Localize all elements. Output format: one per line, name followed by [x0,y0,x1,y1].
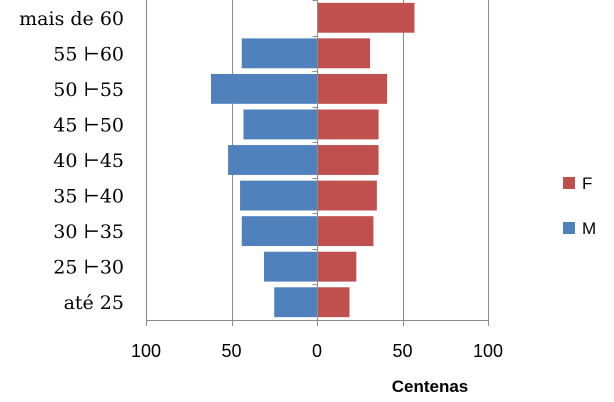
bar-f-25-30 [317,252,356,282]
category-label: 50 ⊢55 [53,79,124,101]
category-labels: mais de 60 55 ⊢60 50 ⊢55 45 ⊢50 40 ⊢45 35 ⊢40… [19,8,124,314]
x-tick-label: 100 [131,341,161,361]
category-label: 55 ⊢60 [53,43,124,65]
category-label: 35 ⊢40 [53,186,124,208]
bar-f-mais-de-60 [317,3,414,33]
x-tick-label: 0 [312,341,322,361]
category-label: 40 ⊢45 [53,150,124,172]
bar-f-45-50 [317,110,379,140]
bar-f-50-55 [317,74,387,104]
category-label: 25 ⊢30 [53,257,124,279]
bar-m-30-35 [242,216,317,246]
x-tick-label: 50 [392,341,412,361]
category-label: 30 ⊢35 [53,221,124,243]
bar-m-45-50 [243,110,317,140]
legend-swatch-f [563,177,575,189]
bar-m-40-45 [228,145,317,175]
category-label: 45 ⊢50 [53,114,124,136]
bars [211,3,414,317]
legend-label-m: M [582,219,596,238]
x-tick-label: 50 [221,341,241,361]
x-tick-label: 100 [473,341,503,361]
bar-f-55-60 [317,38,370,68]
axes [146,0,489,326]
legend: FM [563,174,596,238]
bar-m-35-40 [240,181,317,211]
legend-label-f: F [582,174,592,193]
bar-m-50-55 [211,74,317,104]
bar-f-40-45 [317,145,379,175]
bar-f-35-40 [317,181,377,211]
bar-f-30-35 [317,216,373,246]
bar-m-25-30 [264,252,317,282]
bar-m-at-25 [274,287,317,317]
bar-m-55-60 [242,38,317,68]
x-axis-title: Centenas [392,377,469,396]
legend-swatch-m [563,222,575,234]
bar-f-at-25 [317,287,349,317]
x-tick-labels: 100 50 0 50 100 [131,341,503,361]
category-label: mais de 60 [19,8,124,30]
category-label: até 25 [64,292,124,314]
